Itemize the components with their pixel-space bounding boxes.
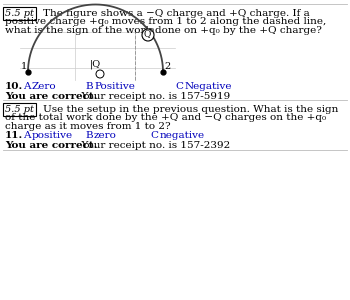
Text: negative: negative (160, 131, 205, 140)
Text: B: B (85, 131, 93, 140)
Text: The figure shows a −Q charge and +Q charge. If a: The figure shows a −Q charge and +Q char… (43, 9, 310, 18)
Text: You are correct.: You are correct. (5, 92, 97, 101)
Text: Use the setup in the previous question. What is the sign: Use the setup in the previous question. … (43, 105, 338, 114)
Text: Zero: Zero (32, 82, 57, 91)
Text: Θ: Θ (150, 28, 154, 32)
Text: A: A (23, 82, 30, 91)
Text: 5.5 pt: 5.5 pt (5, 9, 34, 18)
Text: 11.: 11. (5, 131, 23, 140)
Text: Q: Q (143, 29, 151, 38)
Text: 2: 2 (164, 62, 170, 71)
Text: B: B (85, 82, 93, 91)
Text: 5.5 pt: 5.5 pt (5, 105, 34, 114)
Text: of the total work done by the +Q and −Q charges on the +q₀: of the total work done by the +Q and −Q … (5, 113, 326, 122)
Text: C: C (150, 131, 158, 140)
Text: 1: 1 (21, 62, 27, 71)
Text: positive charge +q₀ moves from 1 to 2 along the dashed line,: positive charge +q₀ moves from 1 to 2 al… (5, 17, 326, 26)
Text: what is the sign of the work done on +q₀ by the +Q charge?: what is the sign of the work done on +q₀… (5, 26, 322, 35)
Text: charge as it moves from 1 to 2?: charge as it moves from 1 to 2? (5, 122, 171, 131)
Text: |Q: |Q (90, 59, 100, 69)
Text: Your receipt no. is 157-5919: Your receipt no. is 157-5919 (75, 92, 230, 101)
Text: positive: positive (32, 131, 73, 140)
Text: Positive: Positive (94, 82, 135, 91)
Text: zero: zero (94, 131, 117, 140)
Text: You are correct.: You are correct. (5, 141, 97, 150)
Text: Your receipt no. is 157-2392: Your receipt no. is 157-2392 (75, 141, 230, 150)
Text: C: C (175, 82, 183, 91)
Circle shape (142, 29, 154, 41)
Text: A: A (23, 131, 30, 140)
Text: 10.: 10. (5, 82, 23, 91)
Text: Negative: Negative (185, 82, 232, 91)
Circle shape (96, 70, 104, 78)
